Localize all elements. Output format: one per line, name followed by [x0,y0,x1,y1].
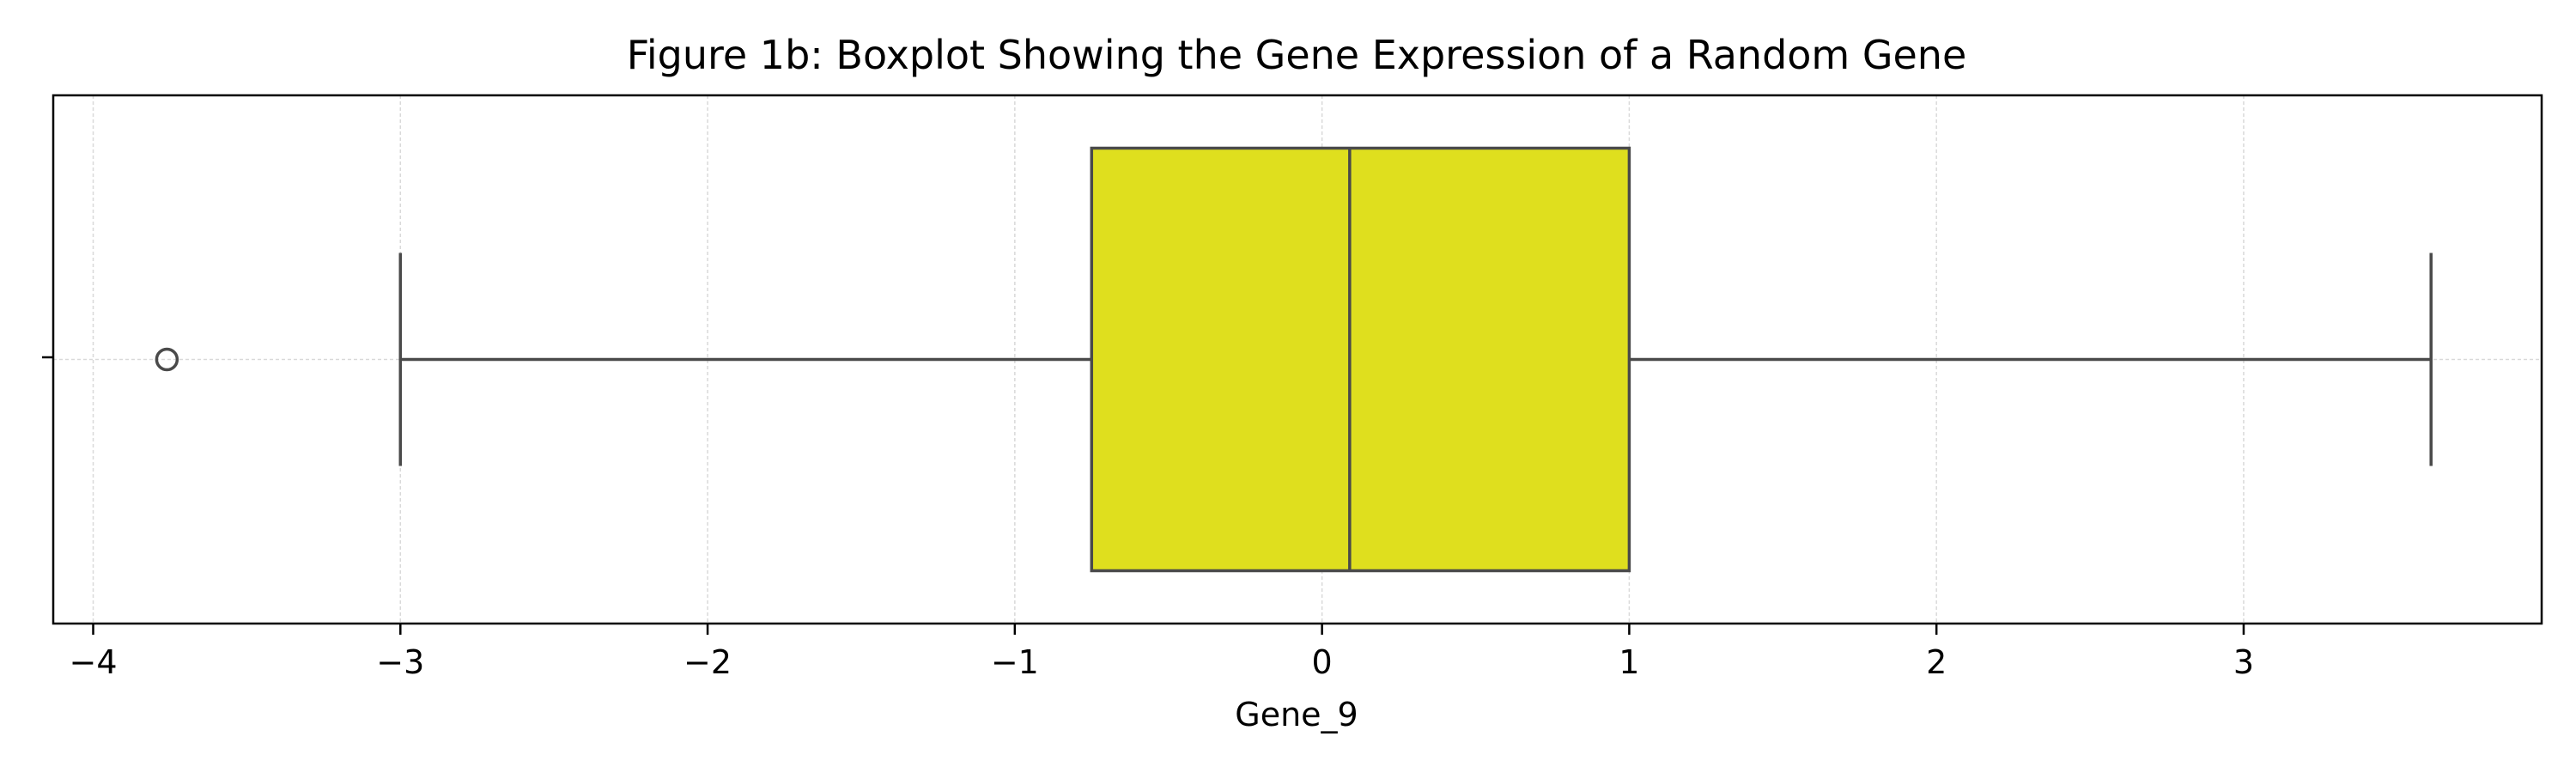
x-tick-label: 2 [1926,643,1947,681]
plot-frame [52,94,2543,625]
x-tick-label: 3 [2233,643,2254,681]
x-tick-label: −3 [376,643,424,681]
box-plot-group [155,146,2433,573]
chart-title: Figure 1b: Boxplot Showing the Gene Expr… [627,32,1967,78]
outlier-point [155,347,179,372]
x-axis-label: Gene_9 [1235,696,1358,733]
x-tick-label: −1 [991,643,1039,681]
x-tick-label: 0 [1312,643,1333,681]
x-axis-ticks: −4 −3 −2 −1 0 1 2 3 [69,624,2254,681]
iqr-box [1090,146,1631,573]
x-tick-label: −2 [683,643,732,681]
x-tick-label: 1 [1619,643,1639,681]
x-tick-label: −4 [69,643,117,681]
